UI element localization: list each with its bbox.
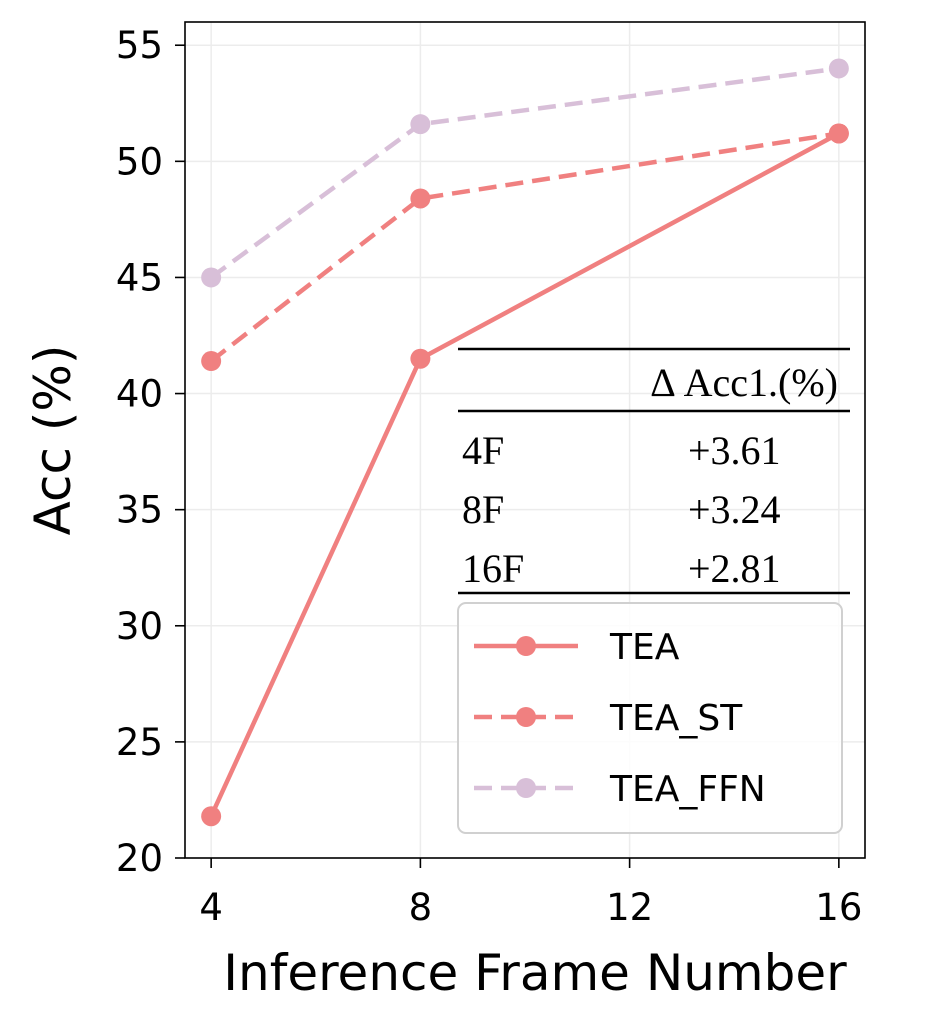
- legend: TEA TEA_ST TEA_FFN: [457, 602, 843, 834]
- table-row-label: 16F: [462, 546, 524, 591]
- legend-marker: [516, 778, 536, 798]
- legend-item: TEA: [474, 627, 680, 668]
- series-tea-ffn: [201, 58, 849, 288]
- series-line: [209, 131, 840, 363]
- y-tick-label: 25: [116, 721, 163, 764]
- table-header: Δ Acc1.(%): [650, 360, 838, 405]
- inset-table: Δ Acc1.(%) 4F +3.61 8F +3.24 16F +2.81: [458, 347, 850, 595]
- data-point: [201, 806, 222, 827]
- series-layer: [201, 58, 849, 827]
- table-row-label: 4F: [462, 428, 504, 473]
- table-row-label: 8F: [462, 487, 504, 532]
- x-tick-label: 4: [199, 886, 223, 929]
- legend-label: TEA_FFN: [609, 769, 766, 810]
- series-line: [209, 66, 840, 280]
- legend-item: TEA_ST: [474, 698, 743, 739]
- y-axis-title: Acc (%): [24, 345, 82, 536]
- table-rows: 4F +3.61 8F +3.24 16F +2.81: [462, 428, 781, 591]
- y-tick-label: 40: [116, 373, 163, 416]
- y-tick-label: 55: [116, 24, 163, 67]
- legend-label: TEA_ST: [609, 698, 743, 739]
- x-tick-label: 16: [815, 886, 862, 929]
- series-tea: [201, 123, 849, 827]
- legend-marker: [516, 707, 536, 727]
- y-tick-label: 35: [116, 489, 163, 532]
- x-tick-label: 8: [409, 886, 433, 929]
- data-point: [410, 348, 431, 369]
- table-row-value: +2.81: [688, 546, 781, 591]
- y-tick-label: 30: [116, 605, 163, 648]
- y-tick-label: 45: [116, 256, 163, 299]
- data-point: [201, 267, 222, 288]
- axes: 4 8 12 16 20 25 30 35 40 45 50 55: [116, 24, 862, 929]
- data-point: [828, 123, 849, 144]
- data-point: [201, 351, 222, 372]
- plot-frame: [184, 21, 866, 859]
- data-point: [410, 188, 431, 209]
- data-point: [410, 114, 431, 135]
- legend-marker: [516, 636, 536, 656]
- table-row-value: +3.24: [688, 487, 781, 532]
- y-tick-label: 50: [116, 140, 163, 183]
- y-tick-label: 20: [116, 837, 163, 880]
- legend-box: [457, 602, 843, 834]
- x-axis-title: Inference Frame Number: [223, 944, 847, 1002]
- legend-label: TEA: [609, 627, 680, 668]
- data-point: [828, 58, 849, 79]
- legend-item: TEA_FFN: [474, 769, 766, 810]
- table-row-value: +3.61: [688, 428, 781, 473]
- x-tick-label: 12: [606, 886, 653, 929]
- legend-items: TEA TEA_ST TEA_FFN: [474, 627, 766, 810]
